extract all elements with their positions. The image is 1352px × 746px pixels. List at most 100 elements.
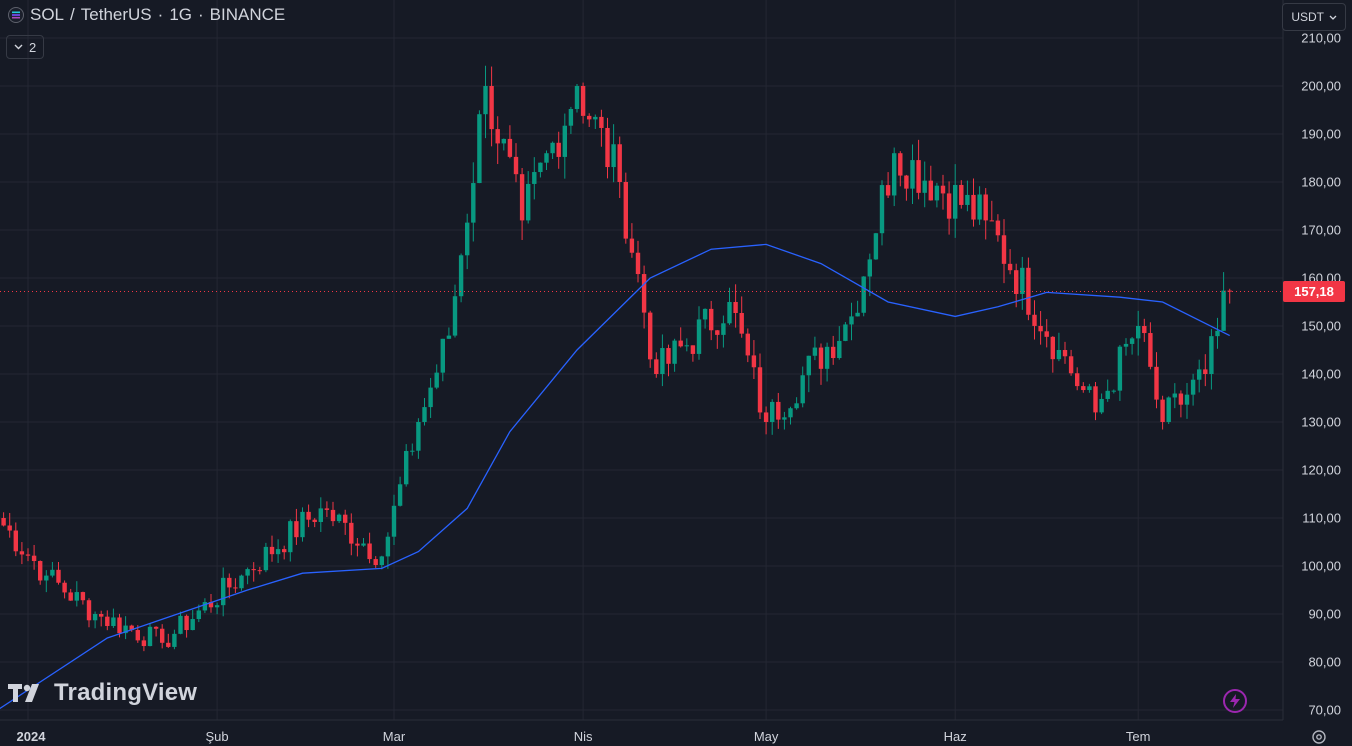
candle-body [166,642,171,647]
candle-body [831,346,836,359]
price-tick-label: 190,00 [1301,127,1341,142]
candle-body [1190,379,1196,395]
candle-body [739,313,744,334]
candle-body [1087,386,1092,391]
candle-body [147,626,153,647]
indicators-count: 2 [29,39,37,55]
time-tick-label: Mar [383,729,406,744]
candle-body [178,615,183,634]
candle-body [818,347,824,369]
candle-body [452,296,458,336]
candle-body [269,546,275,555]
price-tick-label: 170,00 [1301,223,1341,238]
candle-body [105,616,110,627]
candle-body [904,175,909,189]
symbol-quote: TetherUS [80,5,152,24]
candle-body [702,308,708,320]
symbol-header[interactable]: SOL / TetherUS · 1G · BINANCE [8,5,285,25]
candle-body [404,450,409,485]
lightning-icon [1230,694,1240,708]
candle-body [849,316,854,325]
candle-body [31,555,37,562]
symbol-interval[interactable]: 1G [169,5,192,24]
candle-body [483,86,488,115]
candle-body [580,86,586,116]
lightning-button[interactable] [1223,689,1247,713]
candle-body [855,312,860,317]
candle-body [349,522,354,544]
candle-body [1,518,6,526]
price-tick-label: 70,00 [1308,703,1341,718]
candle-body [153,626,159,629]
candle-body [605,127,610,168]
candle-body [489,86,494,130]
candle-body [587,115,592,120]
tradingview-watermark[interactable]: TradingView [8,679,197,707]
candle-body [343,514,348,523]
candle-body [184,615,189,631]
candle-body [56,569,61,583]
candle-body [135,630,140,641]
candle-body [544,153,549,163]
time-tick-label: 2024 [17,729,47,744]
header-dot-1: · [157,5,164,24]
price-tick-label: 110,00 [1302,511,1341,526]
candle-body [446,335,452,339]
candle-body [715,330,720,335]
candle-body [7,525,12,531]
candle-body [1215,330,1220,337]
price-tick-label: 210,00 [1301,31,1341,46]
candle-body [641,274,647,313]
candle-body [562,125,567,157]
price-axis[interactable]: 210,00200,00190,00180,00170,00160,00150,… [1301,31,1341,718]
candle-body [160,628,165,643]
candle-body [806,355,811,376]
candle-body [300,511,305,538]
gear-icon[interactable] [1310,728,1328,746]
candle-body [953,184,958,219]
candle-body [282,549,287,553]
candle-body [440,338,445,373]
candle-body [1221,290,1226,331]
candle-body [1209,336,1214,374]
candle-body [471,183,476,223]
candle-body [782,417,787,420]
price-tick-label: 120,00 [1301,463,1341,478]
candle-body [599,116,604,128]
candle-body [916,160,921,193]
header-dot-2: · [198,5,204,24]
candle-body [526,183,531,221]
candle-body [660,348,665,374]
candle-body [757,367,763,413]
time-axis[interactable]: 2024 Şub Mar Nis May Haz Tem [17,729,1151,744]
candle-body [1081,386,1086,391]
candle-body [684,345,689,347]
candle-body [44,575,49,581]
candle-body [422,407,427,422]
candle-body [690,345,696,354]
candle-body [1172,393,1177,398]
candle-body [1001,235,1007,264]
indicators-toggle-button[interactable]: 2 [6,35,45,59]
candle-body [812,347,818,356]
candle-body [428,387,433,408]
time-tick-label: Tem [1126,729,1151,744]
candle-body [1123,343,1129,347]
candle-body [745,333,750,356]
candle-body [99,614,104,617]
candle-body [678,340,683,347]
candle-body [373,559,378,566]
candle-body [117,617,122,634]
candle-body [227,577,232,588]
candle-body [458,255,464,297]
candle-body [251,569,256,571]
candle-body [1014,270,1019,294]
symbol-base: SOL [30,5,65,24]
candle-body [263,546,269,571]
symbol-logo-icon [8,7,24,23]
candle-body [123,625,128,634]
candle-body [800,375,805,404]
currency-selector[interactable]: USDT [1282,3,1346,31]
candle-body [879,185,885,234]
